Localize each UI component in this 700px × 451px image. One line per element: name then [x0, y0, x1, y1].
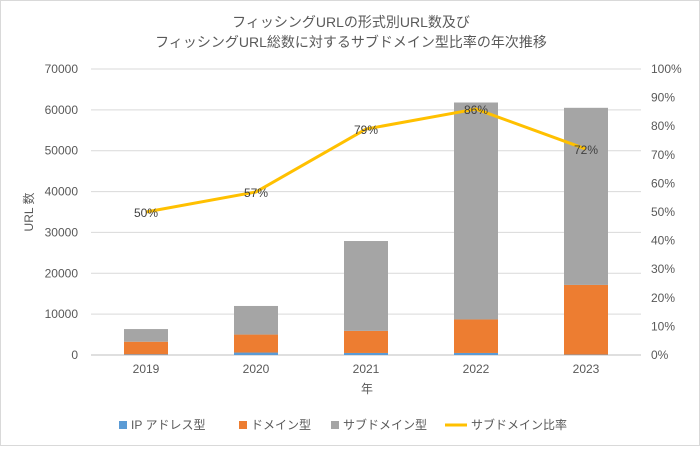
y2-tick-label: 40%: [651, 234, 675, 248]
legend-label: サブドメイン比率: [471, 417, 567, 432]
y-axis-label: URL 数: [21, 193, 36, 232]
y-tick-label: 70000: [45, 62, 79, 76]
bar-2022: [454, 319, 498, 353]
y2-tick-label: 90%: [651, 91, 675, 105]
data-label: 86%: [464, 103, 488, 117]
legend-label: サブドメイン型: [343, 417, 427, 432]
data-label: 79%: [354, 123, 378, 137]
bar-2020: [234, 306, 278, 335]
y2-tick-label: 0%: [651, 348, 669, 362]
y-tick-label: 0: [71, 348, 78, 362]
legend-swatch: [331, 421, 339, 429]
y2-tick-label: 70%: [651, 148, 675, 162]
legend-item: サブドメイン型: [331, 417, 427, 432]
legend-label: ドメイン型: [251, 418, 311, 432]
bar-2023: [564, 285, 608, 355]
legend-item: IP アドレス型: [119, 418, 205, 432]
y-tick-label: 20000: [45, 266, 79, 280]
data-label: 50%: [134, 206, 158, 220]
bar-2019: [124, 329, 168, 342]
x-tick-label: 2020: [243, 362, 270, 376]
legend-label: IP アドレス型: [131, 418, 205, 432]
bar-2021: [344, 353, 388, 355]
bar-2022: [454, 353, 498, 355]
data-label: 72%: [574, 143, 598, 157]
y-tick-label: 40000: [45, 185, 79, 199]
bar-2021: [344, 241, 388, 331]
y2-tick-label: 100%: [651, 62, 682, 76]
bar-2019: [124, 342, 168, 355]
bar-2022: [454, 103, 498, 320]
x-tick-label: 2019: [133, 362, 160, 376]
y2-tick-label: 20%: [651, 291, 675, 305]
bar-2020: [234, 335, 278, 353]
bar-2020: [234, 353, 278, 355]
y2-tick-label: 10%: [651, 319, 675, 333]
y-tick-label: 10000: [45, 307, 79, 321]
bar-2023: [564, 108, 608, 285]
data-label: 57%: [244, 186, 268, 200]
legend-swatch: [239, 421, 247, 429]
x-tick-label: 2022: [463, 362, 490, 376]
y2-tick-label: 50%: [651, 205, 675, 219]
y-tick-label: 60000: [45, 103, 79, 117]
x-tick-label: 2021: [353, 362, 380, 376]
y2-tick-label: 30%: [651, 262, 675, 276]
legend-swatch: [119, 421, 127, 429]
y2-tick-label: 80%: [651, 119, 675, 133]
y2-tick-label: 60%: [651, 176, 675, 190]
y-tick-label: 30000: [45, 225, 79, 239]
bar-2019: [124, 354, 168, 355]
x-axis-label: 年: [361, 382, 373, 396]
chart-title-line2: フィッシングURL総数に対するサブドメイン型比率の年次推移: [155, 34, 547, 50]
legend-item: サブドメイン比率: [445, 417, 567, 432]
chart-title-line1: フィッシングURLの形式別URL数及び: [232, 14, 470, 30]
legend-item: ドメイン型: [239, 418, 311, 432]
x-tick-label: 2023: [573, 362, 600, 376]
y-tick-label: 50000: [45, 144, 79, 158]
bar-2021: [344, 331, 388, 353]
